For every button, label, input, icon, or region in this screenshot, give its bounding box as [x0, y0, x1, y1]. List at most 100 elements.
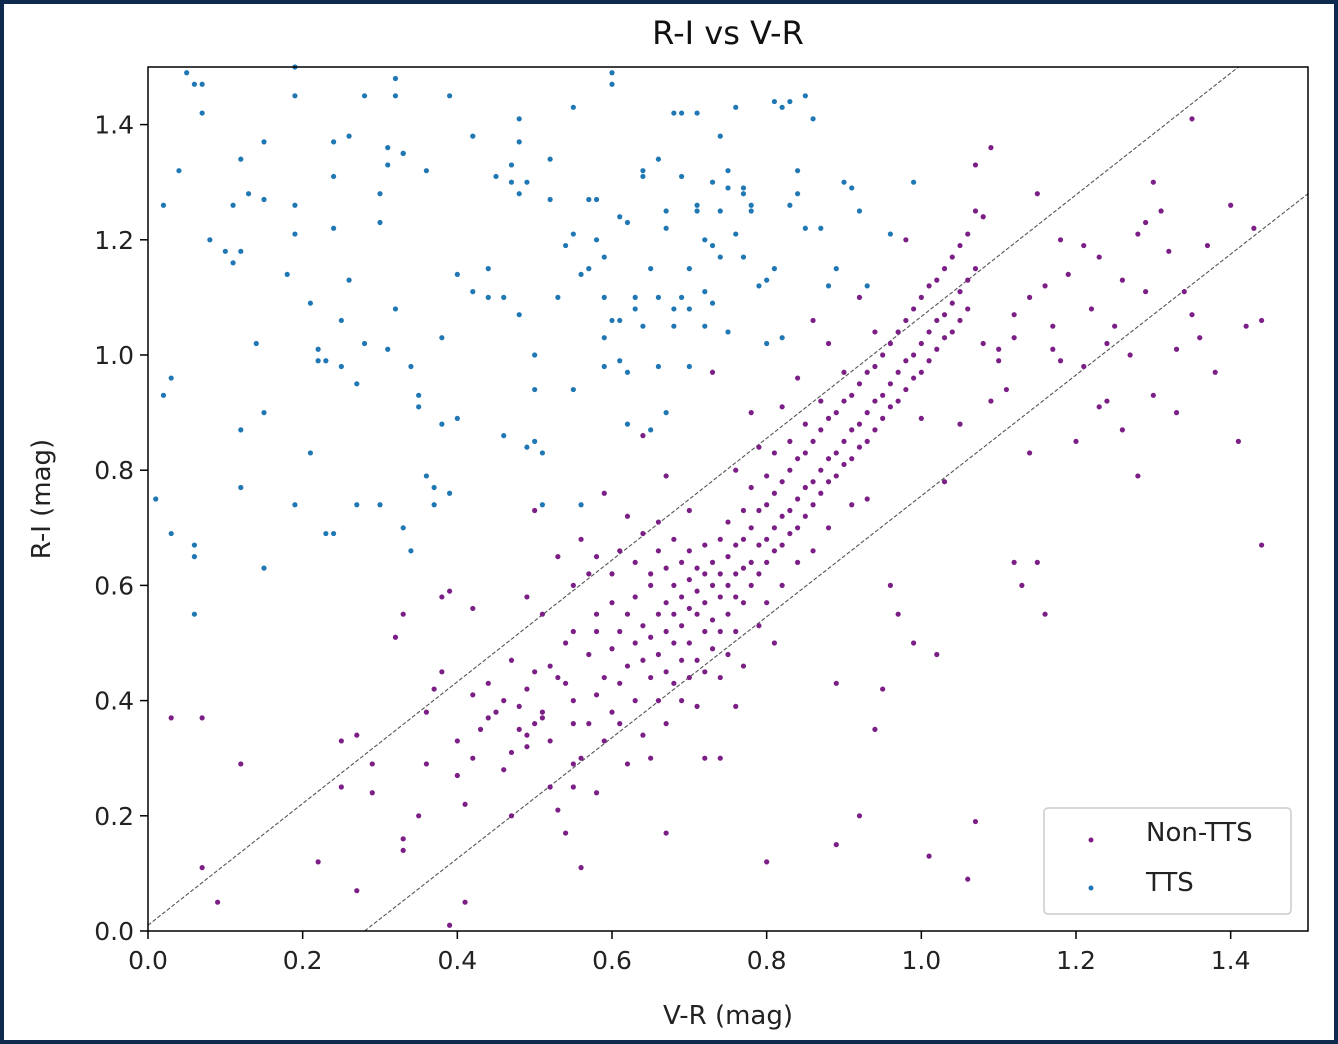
point-tts: [524, 179, 530, 185]
point-tts: [423, 168, 429, 174]
point-non-tts: [880, 392, 886, 398]
point-non-tts: [1057, 358, 1064, 364]
point-non-tts: [563, 830, 569, 836]
point-non-tts: [709, 617, 716, 623]
point-non-tts: [671, 611, 677, 617]
point-non-tts: [818, 467, 824, 473]
point-non-tts: [771, 525, 778, 531]
point-non-tts: [1104, 398, 1110, 404]
point-non-tts: [431, 686, 437, 692]
point-non-tts: [392, 634, 399, 640]
point-non-tts: [563, 640, 569, 646]
point-tts: [624, 219, 631, 226]
point-non-tts: [825, 340, 832, 347]
point-tts: [408, 548, 414, 554]
point-non-tts: [1228, 202, 1234, 208]
point-tts: [423, 473, 429, 479]
point-non-tts: [740, 536, 747, 542]
point-non-tts: [694, 565, 700, 571]
point-non-tts: [733, 542, 739, 548]
point-non-tts: [1011, 312, 1017, 318]
point-non-tts: [733, 467, 739, 473]
point-non-tts: [447, 588, 453, 594]
point-non-tts: [949, 300, 955, 306]
point-non-tts: [679, 559, 685, 565]
point-non-tts: [539, 715, 546, 721]
point-non-tts: [532, 721, 538, 727]
point-non-tts: [663, 669, 669, 675]
point-tts: [354, 381, 360, 387]
point-tts: [261, 410, 267, 416]
point-non-tts: [354, 888, 360, 894]
point-tts: [516, 312, 522, 318]
point-tts: [632, 306, 638, 312]
y-tick-label: 0.6: [94, 571, 134, 600]
point-non-tts: [648, 674, 654, 681]
point-non-tts: [756, 623, 762, 629]
point-non-tts: [1003, 386, 1010, 393]
point-tts: [261, 196, 267, 203]
point-tts: [238, 156, 244, 162]
point-tts: [261, 565, 267, 571]
point-non-tts: [856, 444, 863, 450]
point-non-tts: [810, 548, 816, 554]
point-non-tts: [748, 410, 754, 416]
point-non-tts: [570, 582, 576, 589]
point-non-tts: [787, 530, 793, 537]
point-tts: [485, 266, 491, 272]
point-non-tts: [524, 686, 530, 692]
point-tts: [392, 75, 399, 82]
point-tts: [640, 323, 646, 329]
point-non-tts: [957, 242, 963, 249]
point-tts: [532, 352, 538, 358]
point-non-tts: [887, 404, 894, 410]
x-tick-label: 0.0: [128, 946, 168, 975]
point-tts: [856, 208, 863, 214]
point-non-tts: [1173, 410, 1180, 416]
point-non-tts: [570, 784, 576, 790]
point-tts: [307, 450, 313, 456]
point-tts: [508, 179, 515, 185]
point-tts: [168, 375, 174, 381]
point-non-tts: [655, 651, 662, 658]
point-non-tts: [849, 456, 855, 462]
point-tts: [841, 179, 847, 185]
point-non-tts: [911, 306, 917, 312]
point-tts: [593, 237, 600, 243]
point-non-tts: [1259, 542, 1265, 548]
point-tts: [230, 202, 236, 208]
point-non-tts: [980, 340, 986, 347]
point-non-tts: [872, 398, 878, 404]
point-non-tts: [679, 594, 685, 600]
point-non-tts: [717, 628, 723, 635]
point-non-tts: [632, 594, 638, 600]
point-non-tts: [416, 813, 422, 819]
point-non-tts: [949, 329, 955, 335]
point-non-tts: [617, 721, 623, 727]
point-non-tts: [733, 571, 739, 577]
point-tts: [385, 145, 391, 151]
point-non-tts: [663, 628, 669, 635]
point-tts: [431, 484, 437, 491]
point-tts: [709, 179, 716, 185]
point-non-tts: [864, 496, 870, 502]
point-tts: [733, 231, 739, 237]
point-non-tts: [941, 312, 948, 318]
point-tts: [408, 363, 414, 370]
point-tts: [624, 421, 631, 427]
point-non-tts: [1104, 340, 1110, 347]
point-non-tts: [756, 571, 762, 577]
point-non-tts: [1150, 179, 1156, 185]
point-tts: [346, 277, 352, 283]
point-tts: [771, 266, 778, 272]
point-tts: [338, 363, 344, 370]
point-non-tts: [717, 594, 723, 600]
point-tts: [570, 386, 576, 393]
point-non-tts: [802, 421, 808, 427]
point-non-tts: [849, 502, 855, 508]
point-non-tts: [516, 726, 522, 733]
point-non-tts: [802, 450, 808, 456]
y-tick-label: 0.0: [94, 917, 134, 946]
point-non-tts: [764, 502, 770, 508]
point-non-tts: [617, 548, 623, 554]
